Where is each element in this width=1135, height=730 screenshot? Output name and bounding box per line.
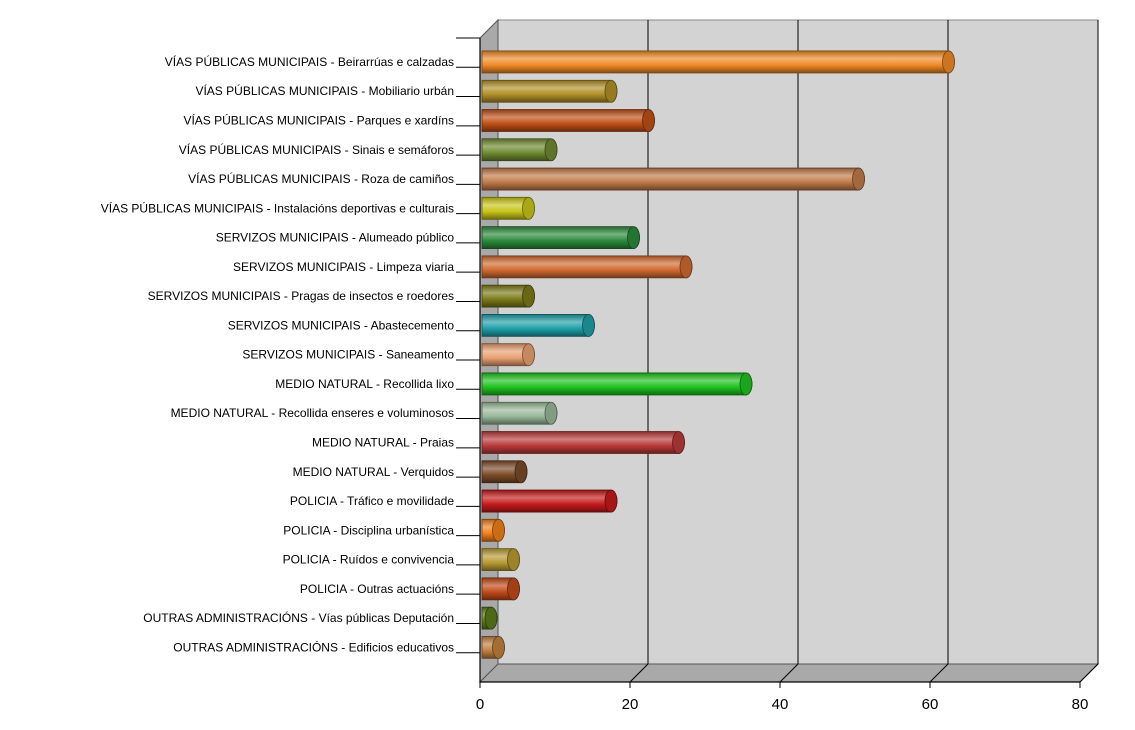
category-label: VÍAS PÚBLICAS MUNICIPAIS - Mobiliario ur… [195, 83, 454, 98]
category-label: OUTRAS ADMINISTRACIÓNS - Vías públicas D… [143, 610, 454, 625]
category-label: POLICIA - Disciplina urbanística [283, 523, 454, 537]
bar-cap [492, 518, 505, 542]
bar-cap [672, 431, 685, 454]
bar-cap [942, 50, 955, 74]
category-label: POLICIA - Outras actuacións [300, 582, 454, 596]
bar-cap [544, 138, 558, 162]
category-label: SERVIZOS MUNICIPAIS - Saneamento [242, 348, 454, 362]
category-label: SERVIZOS MUNICIPAIS - Pragas de insectos… [148, 289, 454, 303]
bar [481, 372, 753, 396]
category-label: VÍAS PÚBLICAS MUNICIPAIS - Parques e xar… [183, 113, 454, 128]
category-label: OUTRAS ADMINISTRACIÓNS - Edificios educa… [173, 639, 454, 654]
x-tick-label: 80 [1072, 696, 1089, 713]
bars [481, 50, 955, 659]
bar [481, 226, 640, 249]
bar-cap [507, 577, 520, 601]
bar-cap [522, 196, 535, 220]
x-tick-label: 40 [772, 696, 789, 713]
category-labels: VÍAS PÚBLICAS MUNICIPAIS - Beirarrúas e … [101, 54, 455, 654]
bar [481, 255, 693, 279]
grid-line-floor [929, 663, 949, 683]
bar-cap [582, 314, 595, 337]
x-tick-label: 60 [922, 696, 939, 713]
category-label: MEDIO NATURAL - Recollida enseres e volu… [171, 406, 454, 420]
bar-cap [604, 79, 618, 103]
category-label: VÍAS PÚBLICAS MUNICIPAIS - Instalacións … [101, 200, 454, 215]
bar [481, 431, 685, 454]
bar-cap [514, 460, 528, 484]
grid-line-floor [629, 663, 649, 683]
bar-cap [492, 636, 505, 659]
grid-line-floor [779, 663, 799, 683]
bar-cap [679, 255, 693, 279]
grid-line-floor [1079, 663, 1099, 683]
category-label: SERVIZOS MUNICIPAIS - Abastecemento [228, 318, 455, 332]
bar [481, 50, 955, 74]
category-label: VÍAS PÚBLICAS MUNICIPAIS - Beirarrúas e … [165, 54, 454, 69]
axes [456, 37, 1081, 688]
bar [481, 489, 618, 513]
x-tick-label: 20 [622, 696, 639, 713]
bar-cap [522, 284, 535, 308]
category-label: VÍAS PÚBLICAS MUNICIPAIS - Sinais e semá… [179, 142, 454, 157]
bar [481, 167, 865, 191]
bar-cap [507, 548, 520, 571]
bar [481, 79, 618, 103]
bar-cap [604, 489, 618, 513]
bar-cap [627, 226, 640, 249]
bar [481, 314, 595, 337]
x-tick-labels: 0 20 40 60 80 [476, 696, 1089, 713]
category-label: MEDIO NATURAL - Praias [312, 436, 454, 450]
category-label: SERVIZOS MUNICIPAIS - Limpeza viaria [233, 260, 454, 274]
category-label: VÍAS PÚBLICAS MUNICIPAIS - Roza de camiñ… [188, 171, 454, 186]
category-label: SERVIZOS MUNICIPAIS - Alumeado público [216, 231, 455, 245]
bar-cap [642, 109, 655, 132]
category-label: MEDIO NATURAL - Verquidos [293, 465, 454, 479]
bar-cap [852, 167, 865, 191]
bar-cap [544, 401, 558, 425]
category-label: POLICIA - Tráfico e movilidade [290, 494, 454, 508]
category-label: POLICIA - Ruídos e convivencia [283, 553, 455, 567]
bar-cap [484, 606, 498, 630]
bar [481, 109, 655, 132]
x-tick-label: 0 [476, 696, 484, 713]
bar-cap [522, 343, 535, 367]
bar-cap [739, 372, 753, 396]
category-label: MEDIO NATURAL - Recollida lixo [275, 377, 454, 391]
